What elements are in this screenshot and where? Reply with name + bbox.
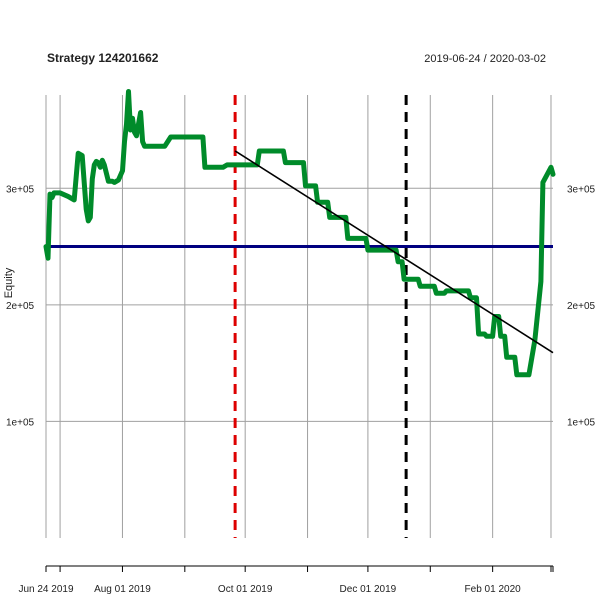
chart-date-range: 2019-06-24 / 2020-03-02 [424, 53, 546, 65]
x-tick-label: Jun 24 2019 [18, 584, 73, 595]
chart-title: Strategy 124201662 [47, 51, 159, 65]
tick-labels: Jun 24 2019 Aug 01 2019 Oct 01 2019 Dec 01 … [6, 184, 596, 595]
x-tick-label: Dec 01 2019 [340, 584, 397, 595]
y-tick-label-left: 1e+05 [6, 417, 35, 428]
y-tick-label-left: 3e+05 [6, 184, 35, 195]
x-tick-label: Aug 01 2019 [94, 584, 151, 595]
y-tick-label-right: 2e+05 [567, 301, 596, 312]
x-tick-label: Feb 01 2020 [465, 584, 522, 595]
equity-series-line [43, 89, 556, 378]
y-tick-label-left: 2e+05 [6, 301, 35, 312]
trend-line [234, 150, 554, 354]
reference-lines [46, 95, 553, 538]
series-layer [43, 89, 556, 378]
y-tick-label-right: 3e+05 [567, 184, 596, 195]
x-axis [45, 565, 554, 572]
y-axis-label: Equity [3, 267, 15, 298]
y-tick-label-right: 1e+05 [567, 417, 596, 428]
x-tick-label: Oct 01 2019 [218, 584, 273, 595]
